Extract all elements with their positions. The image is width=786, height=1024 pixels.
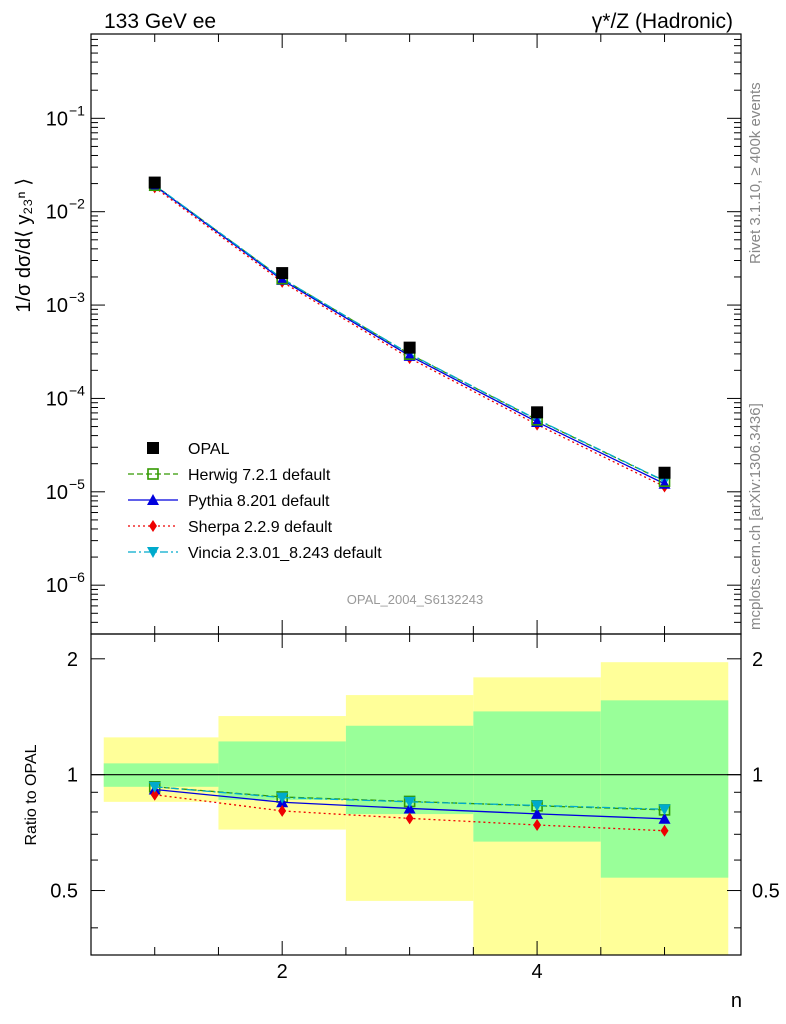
ratio-point-pythia: [658, 812, 671, 824]
legend-marker-herwig: [147, 468, 159, 480]
y-tick-label: 10: [46, 482, 68, 504]
ratio-point-vincia: [658, 804, 671, 816]
ratio-point-vincia: [148, 781, 161, 793]
legend-marker-vincia: [147, 547, 159, 558]
ratio-y-tick-label: 0.5: [50, 881, 78, 903]
main-point-opal: [276, 267, 289, 280]
ratio-series-line-vincia: [154, 786, 665, 810]
ratio-point-pythia: [403, 802, 416, 814]
main-point-pythia: [276, 273, 289, 285]
ratio-y-tick-label-right: 1: [752, 765, 763, 787]
y-tick-label-exponent: −2: [69, 196, 85, 212]
x-tick-label: 4: [532, 961, 543, 983]
ratio-point-vincia: [276, 792, 289, 804]
analysis-id: OPAL_2004_S6132243: [347, 592, 483, 607]
rivet-label: Rivet 3.1.10, ≥ 400k events: [747, 82, 764, 264]
ratio-band-inner: [218, 741, 346, 800]
ratio-x-axis-label: n: [731, 990, 742, 1012]
ratio-point-sherpa: [660, 824, 669, 837]
legend-label-sherpa: Sherpa 2.2.9 default: [188, 519, 333, 536]
main-series-group: [148, 176, 671, 493]
ratio-point-sherpa: [278, 804, 287, 817]
legend-label-pythia: Pythia 8.201 default: [188, 493, 330, 510]
main-point-pythia: [403, 349, 416, 361]
y-tick-label: 10: [46, 295, 68, 317]
main-point-opal: [658, 466, 671, 479]
main-point-opal: [403, 341, 416, 354]
main-point-opal: [148, 176, 161, 189]
header-left-title: 133 GeV ee: [104, 10, 216, 33]
ratio-point-pythia: [531, 807, 544, 819]
main-frame: [90, 33, 742, 635]
y-tick-label-exponent: −6: [69, 569, 85, 585]
main-y-axis-label: 1/σ dσ/d⟨ y₂₃ⁿ ⟩: [13, 178, 35, 313]
y-tick-label-exponent: −4: [69, 382, 85, 398]
main-series-line-sherpa: [154, 186, 665, 488]
ratio-y-tick-label: 2: [67, 649, 78, 671]
legend-label-herwig: Herwig 7.2.1 default: [188, 467, 331, 484]
x-tick-label: 2: [277, 961, 288, 983]
main-series-line-pythia: [154, 185, 665, 485]
y-tick-label: 10: [46, 388, 68, 410]
legend-marker-opal: [147, 442, 159, 454]
y-tick-label-exponent: −3: [69, 289, 85, 305]
ratio-axes: 0.5 0.5 1 1 2 2 2 4: [50, 649, 780, 983]
main-series-line-herwig: [154, 184, 665, 482]
y-tick-label: 10: [46, 202, 68, 224]
ratio-band-inner: [600, 700, 729, 878]
ratio-y-tick-label-right: 0.5: [752, 881, 780, 903]
ratio-point-vincia: [403, 796, 416, 808]
main-y-axis: 10−610−510−410−310−210−1: [46, 33, 741, 635]
ratio-series-group: [148, 781, 671, 837]
legend-marker-pythia: [147, 494, 159, 505]
legend: OPAL Herwig 7.2.1 default Pythia 8.201 def…: [128, 441, 382, 562]
ratio-frame: [90, 633, 742, 956]
y-tick-label: 10: [46, 108, 68, 130]
ratio-point-sherpa: [150, 788, 159, 801]
ratio-y-tick-label: 1: [67, 765, 78, 787]
legend-label-opal: OPAL: [188, 441, 230, 458]
legend-marker-sherpa: [149, 520, 157, 532]
main-series-line-vincia: [154, 184, 665, 482]
y-tick-label-exponent: −5: [69, 476, 85, 492]
ratio-uncertainty-bands: [103, 662, 729, 955]
ratio-point-vincia: [531, 800, 544, 812]
main-point-opal: [531, 406, 544, 419]
legend-label-vincia: Vincia 2.3.01_8.243 default: [188, 545, 382, 562]
mcplots-label: mcplots.cern.ch [arXiv:1306.3436]: [747, 403, 764, 630]
header-right-title: γ*/Z (Hadronic): [592, 10, 733, 33]
ratio-point-sherpa: [405, 812, 414, 825]
ratio-y-tick-label-right: 2: [752, 649, 763, 671]
plot-frames: [90, 33, 742, 956]
y-tick-label: 10: [46, 575, 68, 597]
y-tick-label-exponent: −1: [69, 102, 85, 118]
ratio-y-axis-label: Ratio to OPAL: [23, 744, 40, 845]
ratio-point-sherpa: [533, 819, 542, 832]
